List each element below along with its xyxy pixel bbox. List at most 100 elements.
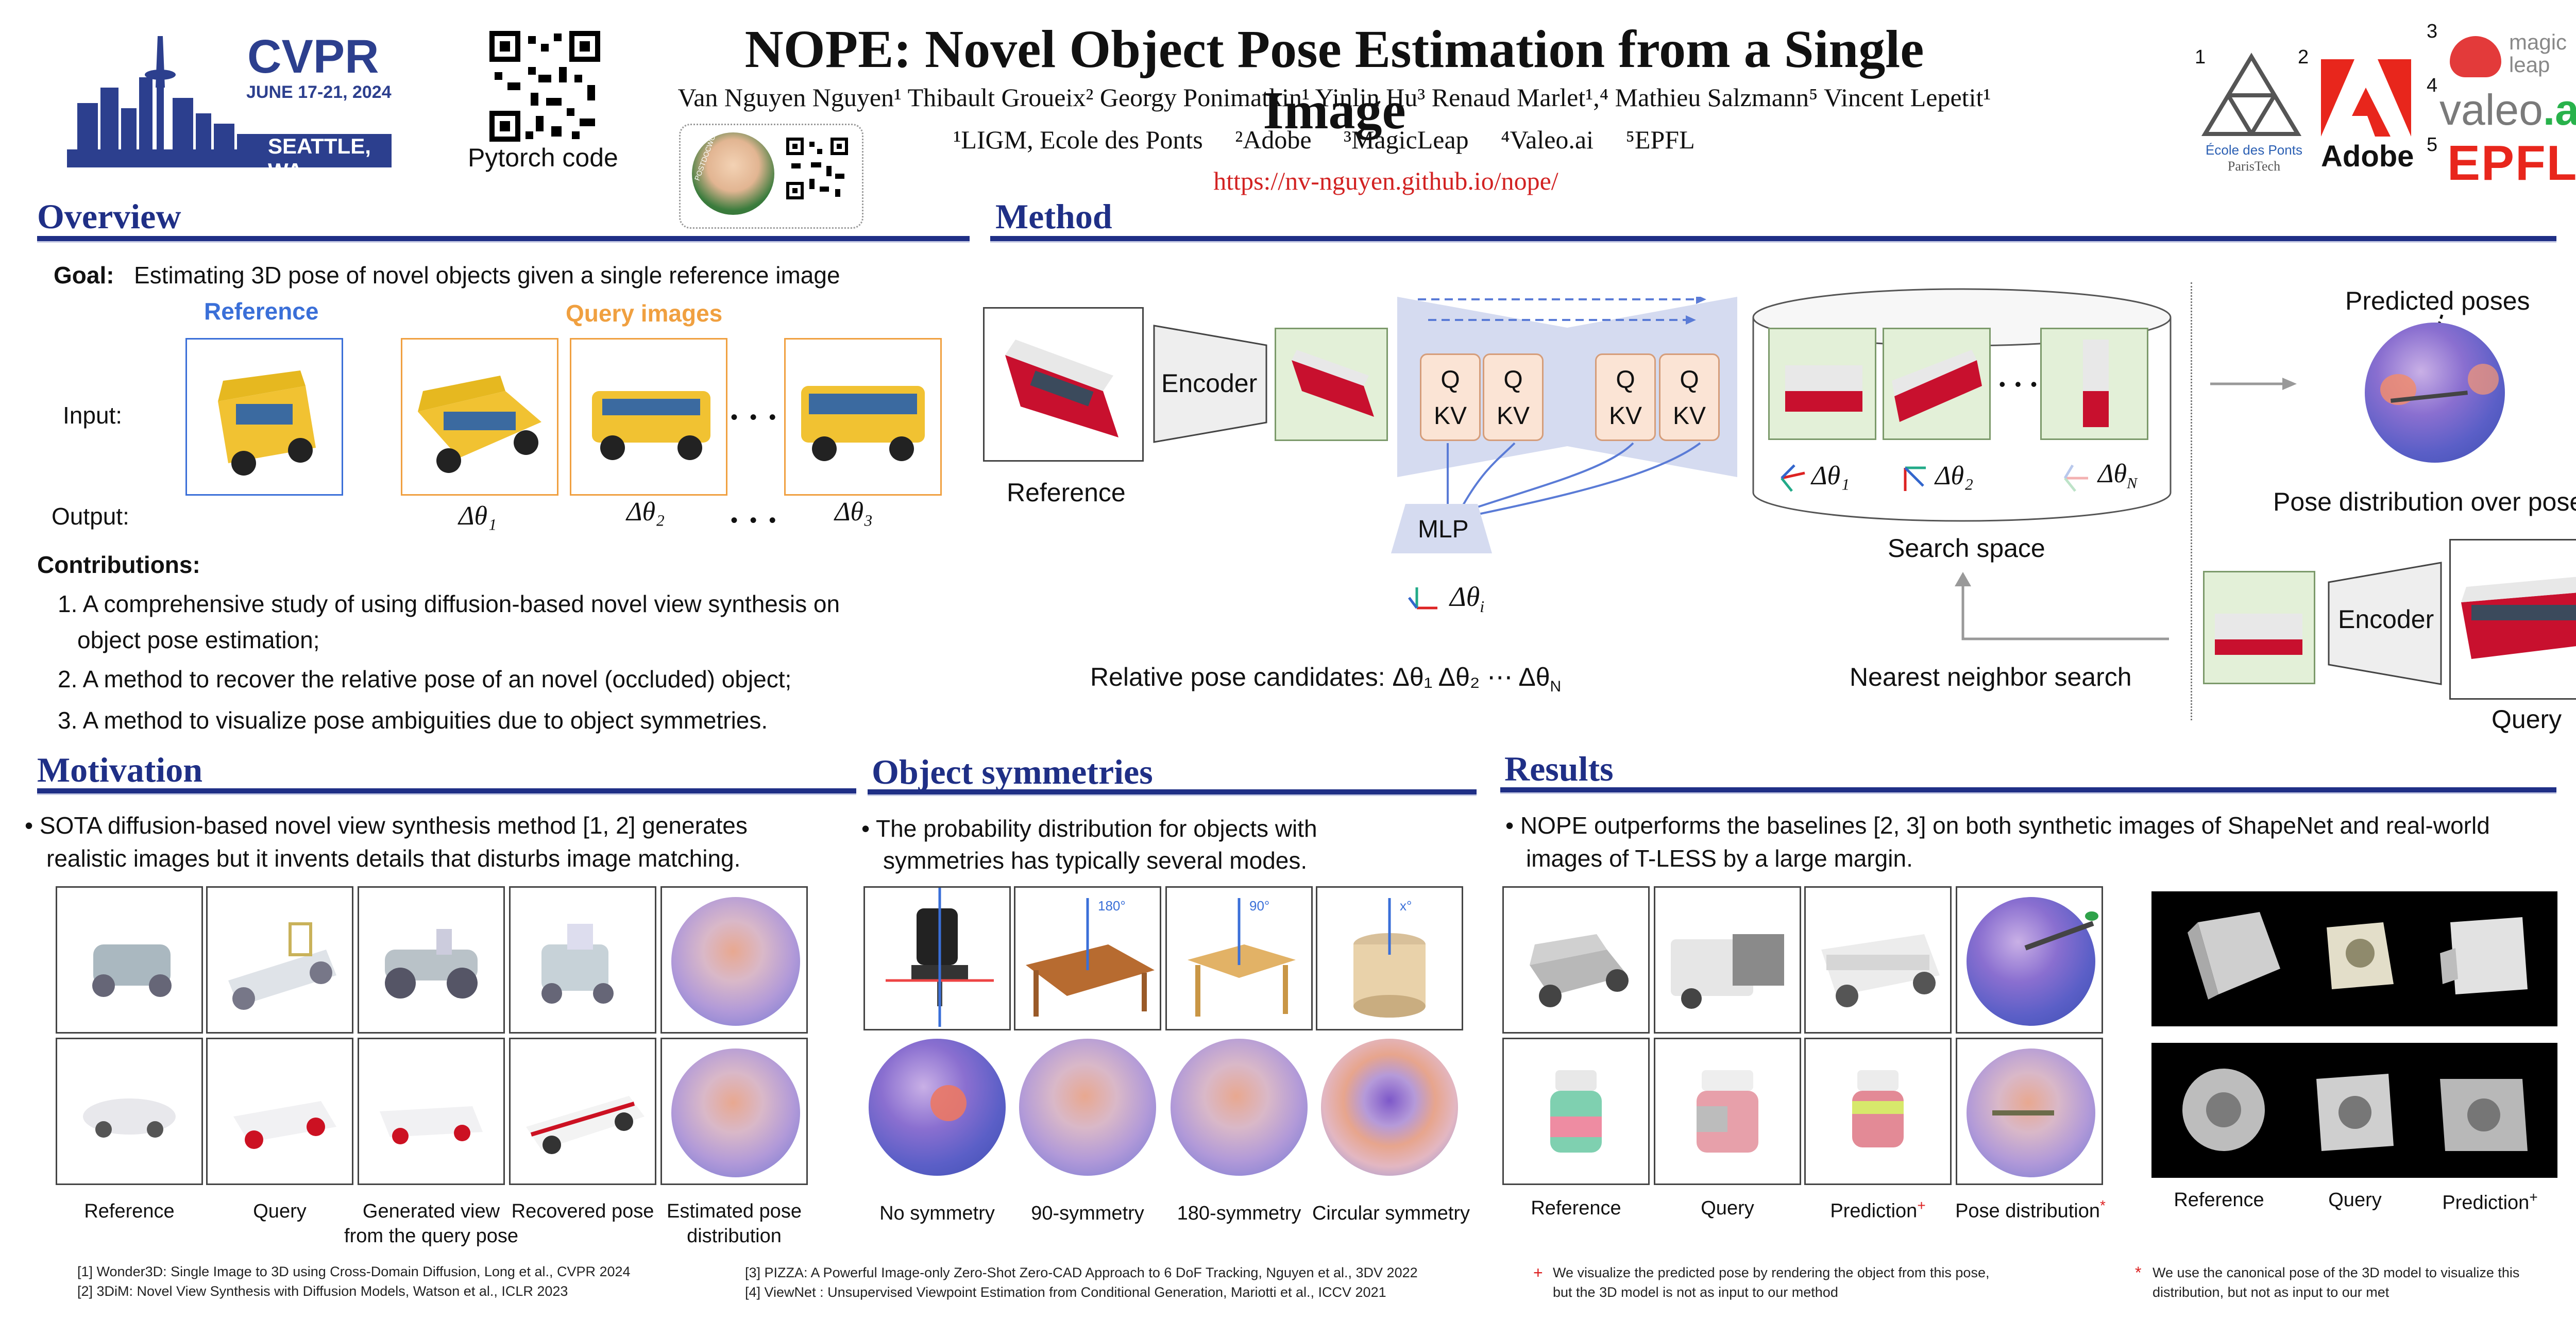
mlp-connections	[1447, 442, 1701, 516]
pose-highlight	[2468, 364, 2499, 395]
results-caption-reference: Reference	[1531, 1197, 1621, 1219]
search-cube-2	[1883, 328, 1991, 440]
school-bus-icon	[801, 386, 925, 461]
reference-image	[185, 338, 343, 496]
results-caption-prediction-text: Prediction	[1830, 1200, 1918, 1222]
reference-2: [2] 3DiM: Novel View Synthesis with Diff…	[77, 1283, 568, 1299]
tless-caption-prediction: Prediction+	[2422, 1189, 2557, 1214]
wooden-table-icon	[1026, 898, 1155, 1017]
plus-marker: +	[2529, 1189, 2538, 1205]
red-bus-icon	[1892, 350, 1982, 422]
motivation-image	[660, 1038, 808, 1185]
nn-search-arrow-icon	[1955, 572, 2169, 640]
axes-icon	[1904, 466, 1926, 491]
qr-code-icon	[786, 138, 848, 199]
power-adapter-icon	[2188, 912, 2528, 1000]
input-label: Input:	[63, 402, 123, 429]
enpc-logo-subtext: ParisTech	[2227, 159, 2281, 174]
overview-title: Overview	[37, 197, 181, 236]
pose-marker	[2085, 911, 2098, 921]
kv-label: KV	[1672, 402, 1706, 430]
office-chair-icon	[886, 888, 994, 1027]
query-image-3	[784, 338, 942, 496]
method-title: Method	[995, 197, 1112, 236]
delta-theta-1: Δθ₁	[459, 501, 497, 531]
query-image-1	[401, 338, 558, 496]
query-latent-cube	[2203, 571, 2315, 684]
sports-car-icon	[526, 1096, 645, 1154]
search-space-label: Search space	[1888, 534, 2045, 563]
attention-block-3: Q KV	[1595, 353, 1656, 441]
search-space-dots: • • •	[1999, 374, 2039, 395]
motivation-caption-generated-2: from the query pose	[344, 1225, 518, 1247]
method-reference-image	[983, 307, 1144, 462]
symmetry-sphere-none	[869, 1039, 1006, 1176]
pose-distribution-sphere	[1967, 897, 2098, 1026]
jar-render-icon	[1852, 1070, 1904, 1147]
avatar	[692, 132, 774, 215]
results-rule	[1500, 787, 2556, 794]
pose-distribution-sphere	[1967, 1049, 2095, 1177]
valeo-ai-logo-text: .ai	[2543, 86, 2576, 134]
note-star-line-1: We use the canonical pose of the 3D mode…	[2153, 1265, 2520, 1280]
delta-theta-2: Δθ₂	[626, 497, 665, 527]
wooden-barrel-icon	[1353, 898, 1426, 1018]
symmetry-caption-90: 90-symmetry	[1031, 1203, 1144, 1224]
symmetry-caption-none: No symmetry	[879, 1203, 995, 1224]
sports-car-icon	[233, 1101, 336, 1149]
goal-text: Estimating 3D pose of novel objects give…	[134, 262, 840, 289]
search-delta-n-symbol: Δθ	[2098, 459, 2127, 488]
pytorch-qr-code[interactable]	[489, 31, 600, 142]
q-label: Q	[1680, 366, 1699, 394]
q-label: Q	[1616, 366, 1635, 394]
logo-number-1: 1	[2195, 46, 2206, 68]
tless-row-1	[2151, 891, 2557, 1026]
results-image	[1502, 886, 1650, 1034]
right-arrow-icon	[2210, 378, 2297, 390]
red-bus-icon	[2461, 577, 2576, 659]
symmetries-title: Object symmetries	[872, 752, 1153, 791]
project-url-link[interactable]: https://nv-nguyen.github.io/nope/	[1213, 166, 1558, 195]
logo-number-2: 2	[2298, 46, 2309, 68]
motivation-image	[660, 886, 808, 1034]
output-label: Output:	[52, 503, 129, 530]
pose-distribution-sphere	[671, 1049, 800, 1177]
reference-label: Reference	[204, 298, 319, 325]
method-rule	[990, 236, 2556, 243]
q-label: Q	[1503, 366, 1523, 394]
symmetry-caption-180: 180-symmetry	[1177, 1203, 1301, 1224]
delta-theta-i: Δθi	[1450, 581, 1484, 622]
motivation-image	[358, 1038, 505, 1185]
symmetry-sphere-circular	[1321, 1039, 1458, 1176]
school-bus-icon	[418, 376, 541, 473]
magicleap-logo-icon	[2450, 36, 2501, 77]
symmetries-rule	[868, 789, 1477, 796]
encoder-label: Encoder	[1161, 369, 1258, 398]
seattle-skyline-icon	[67, 26, 392, 167]
motivation-image	[509, 1038, 656, 1185]
mlp-block	[1390, 503, 1493, 554]
star-marker: *	[2100, 1197, 2106, 1213]
query-encoder-block	[2328, 562, 2442, 685]
contribution-3: 3. A method to visualize pose ambiguitie…	[58, 707, 768, 734]
symmetry-sphere-180	[1171, 1039, 1308, 1176]
results-caption-query: Query	[1701, 1197, 1754, 1219]
nearest-neighbor-label: Nearest neighbor search	[1850, 663, 2132, 691]
vehicle-render-icon	[92, 944, 172, 997]
symmetries-bullet-cont: symmetries has typically several modes.	[883, 847, 1308, 874]
sports-car-icon	[83, 1098, 176, 1138]
search-cube-1	[1768, 328, 1876, 440]
red-bus-icon	[1292, 350, 1374, 417]
plus-marker: +	[1917, 1197, 1926, 1213]
results-caption-prediction: Prediction+	[1804, 1197, 1952, 1223]
results-bullet-cont: images of T-LESS by a large margin.	[1526, 845, 1913, 872]
motivation-image	[206, 886, 353, 1034]
motivation-caption-reference: Reference	[84, 1200, 175, 1222]
tless-row-2	[2151, 1043, 2557, 1178]
epfl-logo-text: EPFL	[2447, 136, 2576, 191]
results-image	[1956, 886, 2103, 1034]
kv-label: KV	[1433, 402, 1467, 430]
overview-dots: • • •	[731, 406, 779, 429]
adobe-logo-text: Adobe	[2321, 140, 2414, 173]
symmetry-sphere-90	[1019, 1039, 1156, 1176]
